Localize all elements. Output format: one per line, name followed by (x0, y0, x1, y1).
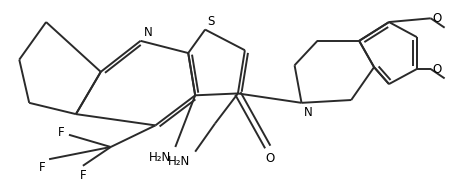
Text: O: O (265, 152, 274, 165)
Text: S: S (207, 15, 215, 28)
Text: H₂N: H₂N (149, 151, 171, 164)
Text: H₂N: H₂N (168, 155, 190, 168)
Text: F: F (80, 169, 86, 182)
Text: F: F (39, 161, 45, 174)
Text: N: N (144, 26, 152, 39)
Text: O: O (433, 63, 442, 75)
Text: N: N (303, 106, 312, 119)
Text: O: O (433, 12, 442, 25)
Text: F: F (58, 126, 65, 139)
